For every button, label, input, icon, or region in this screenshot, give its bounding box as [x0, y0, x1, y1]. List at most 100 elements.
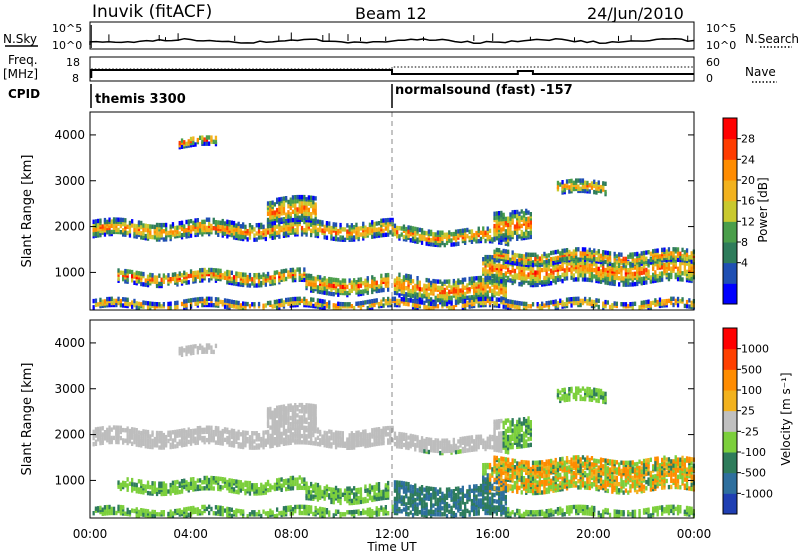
- heatmap-cell: [187, 506, 190, 511]
- heatmap-cell: [534, 270, 537, 275]
- heatmap-cell: [346, 302, 349, 307]
- heatmap-cell: [253, 227, 256, 232]
- heatmap-cell: [257, 301, 261, 307]
- nsearch-tick-top: 10^5: [706, 22, 736, 35]
- heatmap-cell: [572, 180, 575, 185]
- heatmap-cell: [183, 270, 186, 275]
- heatmap-cell: [194, 218, 197, 223]
- heatmap-cell: [359, 301, 363, 306]
- heatmap-cell: [203, 137, 206, 142]
- heatmap-cell: [355, 226, 358, 232]
- heatmap-cell: [350, 288, 353, 293]
- heatmap-cell: [690, 276, 693, 281]
- heatmap-cell: [638, 271, 641, 276]
- heatmap-cell: [491, 267, 494, 272]
- heatmap-cell: [133, 435, 136, 441]
- heatmap-cell: [273, 299, 276, 305]
- heatmap-cell: [479, 275, 483, 281]
- heatmap-cell: [577, 178, 580, 183]
- heatmap-cell: [117, 296, 120, 302]
- heatmap-cell: [654, 257, 657, 262]
- heatmap-cell: [575, 254, 578, 259]
- heatmap-cell: [633, 265, 637, 270]
- heatmap-cell: [627, 274, 630, 279]
- heatmap-cell: [92, 511, 95, 516]
- heatmap-cell: [180, 226, 184, 232]
- heatmap-cell: [305, 197, 308, 202]
- heatmap-cell: [441, 281, 444, 286]
- heatmap-cell: [165, 487, 168, 492]
- heatmap-cell: [112, 506, 116, 512]
- heatmap-cell: [232, 235, 236, 240]
- heatmap-cell: [380, 288, 383, 293]
- heatmap-cell: [112, 217, 116, 222]
- power-colorbar-label: Power [dB]: [756, 177, 770, 242]
- heatmap-cell: [525, 258, 528, 263]
- heatmap-cell: [187, 225, 190, 230]
- heatmap-cell: [217, 268, 220, 273]
- heatmap-cell: [579, 251, 582, 256]
- heatmap-cell: [640, 266, 643, 271]
- heatmap-cell: [294, 209, 297, 214]
- heatmap-cell: [126, 483, 129, 488]
- heatmap-cell: [192, 271, 195, 276]
- heatmap-cell: [418, 286, 421, 292]
- heatmap-cell: [294, 403, 297, 408]
- heatmap-cell: [119, 217, 122, 222]
- heatmap-cell: [196, 270, 199, 275]
- heatmap-cell: [189, 225, 193, 230]
- heatmap-cell: [303, 228, 306, 233]
- heatmap-cell: [642, 276, 646, 281]
- heatmap-cell: [251, 302, 254, 307]
- heatmap-cell: [169, 482, 172, 488]
- heatmap-cell: [452, 231, 455, 237]
- heatmap-cell: [223, 483, 227, 488]
- heatmap-cell: [452, 242, 455, 247]
- heatmap-cell: [264, 430, 267, 435]
- heatmap-cell: [337, 228, 340, 234]
- heatmap-cell: [563, 276, 566, 281]
- heatmap-cell: [119, 429, 122, 435]
- heatmap-cell: [251, 445, 254, 450]
- heatmap-cell: [670, 266, 673, 271]
- heatmap-cell: [457, 290, 460, 296]
- heatmap-cell: [620, 302, 623, 307]
- heatmap-cell: [128, 302, 132, 307]
- heatmap-cell: [242, 509, 245, 514]
- heatmap-cell: [289, 511, 292, 516]
- heatmap-cell: [520, 223, 523, 229]
- heatmap-cell: [586, 267, 589, 272]
- heatmap-cell: [246, 237, 249, 242]
- heatmap-cell: [418, 280, 421, 285]
- heatmap-cell: [137, 430, 141, 435]
- heatmap-cell: [110, 300, 113, 306]
- heatmap-cell: [339, 235, 342, 240]
- heatmap-cell: [314, 302, 317, 307]
- heatmap-cell: [248, 231, 252, 236]
- heatmap-cell: [559, 251, 562, 256]
- heatmap-cell: [314, 276, 317, 281]
- heatmap-cell: [217, 426, 220, 431]
- heatmap-cell: [285, 505, 288, 511]
- heatmap-cell: [504, 265, 507, 270]
- heatmap-cell: [504, 233, 507, 238]
- heatmap-cell: [371, 228, 374, 233]
- heatmap-cell: [203, 271, 206, 277]
- heatmap-cell: [219, 484, 222, 490]
- heatmap-cell: [296, 300, 299, 306]
- heatmap-cell: [430, 301, 433, 306]
- heatmap-cell: [162, 439, 165, 444]
- heatmap-cell: [214, 432, 218, 437]
- heatmap-cell: [201, 510, 204, 516]
- heatmap-cell: [194, 228, 197, 233]
- heatmap-cell: [269, 483, 272, 488]
- heatmap-cell: [504, 279, 507, 284]
- heatmap-cell: [176, 486, 179, 491]
- heatmap-cell: [115, 217, 118, 222]
- heatmap-cell: [244, 224, 247, 230]
- heatmap-cell: [273, 231, 276, 236]
- colorbar-swatch: [723, 118, 737, 140]
- heatmap-cell: [278, 415, 281, 420]
- heatmap-cell: [262, 272, 265, 277]
- heatmap-cell: [445, 240, 449, 246]
